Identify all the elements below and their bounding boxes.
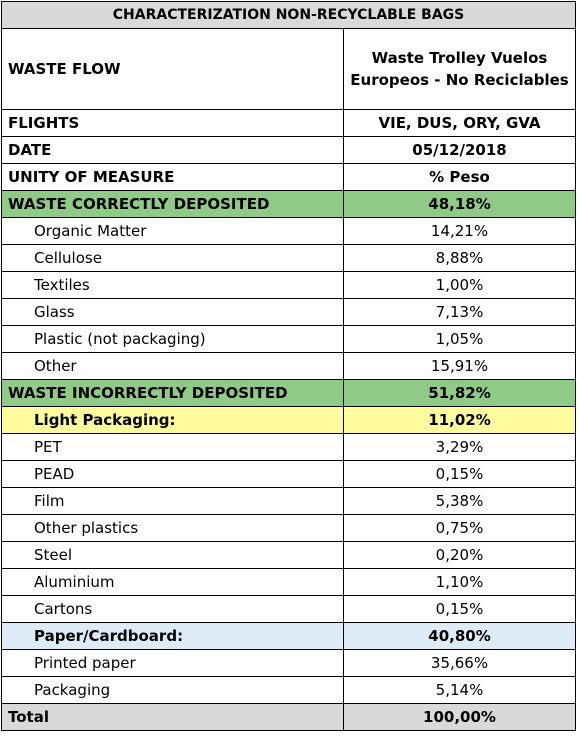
light-packaging-value: 11,02% bbox=[342, 406, 577, 434]
table-row: Printed paper 35,66% bbox=[1, 649, 577, 677]
table-row: Glass 7,13% bbox=[1, 298, 577, 326]
row-value: 35,66% bbox=[342, 649, 577, 677]
row-value: 3,29% bbox=[342, 433, 577, 461]
waste-flow-row: WASTE FLOW Waste Trolley Vuelos Europeos… bbox=[1, 28, 577, 110]
row-label: Cartons bbox=[1, 595, 344, 623]
row-value: 0,75% bbox=[342, 514, 577, 542]
table-row: Aluminium 1,10% bbox=[1, 568, 577, 596]
waste-flow-label: WASTE FLOW bbox=[1, 28, 344, 110]
date-value: 05/12/2018 bbox=[342, 136, 577, 164]
incorrectly-deposited-value: 51,82% bbox=[342, 379, 577, 407]
row-label: Other plastics bbox=[1, 514, 344, 542]
unit-label: UNITY OF MEASURE bbox=[1, 163, 344, 191]
unit-value: % Peso bbox=[342, 163, 577, 191]
waste-flow-value-line2: Europeos - No Reciclables bbox=[350, 71, 569, 89]
unit-row: UNITY OF MEASURE % Peso bbox=[1, 163, 577, 191]
paper-cardboard-value: 40,80% bbox=[342, 622, 577, 650]
incorrectly-deposited-label: WASTE INCORRECTLY DEPOSITED bbox=[1, 379, 344, 407]
row-value: 5,38% bbox=[342, 487, 577, 515]
row-value: 0,20% bbox=[342, 541, 577, 569]
waste-flow-value: Waste Trolley Vuelos Europeos - No Recic… bbox=[342, 28, 577, 110]
table-row: Plastic (not packaging) 1,05% bbox=[1, 325, 577, 353]
row-label: Aluminium bbox=[1, 568, 344, 596]
row-label: Packaging bbox=[1, 676, 344, 704]
row-value: 1,05% bbox=[342, 325, 577, 353]
date-row: DATE 05/12/2018 bbox=[1, 136, 577, 164]
paper-cardboard-row: Paper/Cardboard: 40,80% bbox=[1, 622, 577, 650]
table-row: Cartons 0,15% bbox=[1, 595, 577, 623]
table-title-row: CHARACTERIZATION NON-RECYCLABLE BAGS bbox=[0, 1, 577, 29]
table-title: CHARACTERIZATION NON-RECYCLABLE BAGS bbox=[0, 1, 577, 29]
date-label: DATE bbox=[1, 136, 344, 164]
table-row: PEAD 0,15% bbox=[1, 460, 577, 488]
row-label: Organic Matter bbox=[1, 217, 344, 245]
row-label: Film bbox=[1, 487, 344, 515]
row-label: PET bbox=[1, 433, 344, 461]
flights-value: VIE, DUS, ORY, GVA bbox=[342, 109, 577, 137]
total-value: 100,00% bbox=[342, 703, 577, 731]
row-value: 0,15% bbox=[342, 595, 577, 623]
paper-cardboard-label: Paper/Cardboard: bbox=[1, 622, 344, 650]
waste-flow-value-line1: Waste Trolley Vuelos bbox=[371, 49, 548, 67]
row-label: PEAD bbox=[1, 460, 344, 488]
table-row: Other plastics 0,75% bbox=[1, 514, 577, 542]
table-row: Cellulose 8,88% bbox=[1, 244, 577, 272]
row-label: Printed paper bbox=[1, 649, 344, 677]
row-label: Glass bbox=[1, 298, 344, 326]
correctly-deposited-label: WASTE CORRECTLY DEPOSITED bbox=[1, 190, 344, 218]
row-value: 1,00% bbox=[342, 271, 577, 299]
row-label: Other bbox=[1, 352, 344, 380]
table-row: PET 3,29% bbox=[1, 433, 577, 461]
row-label: Cellulose bbox=[1, 244, 344, 272]
row-label: Plastic (not packaging) bbox=[1, 325, 344, 353]
total-row: Total 100,00% bbox=[1, 703, 577, 731]
correctly-deposited-row: WASTE CORRECTLY DEPOSITED 48,18% bbox=[1, 190, 577, 218]
light-packaging-label: Light Packaging: bbox=[1, 406, 344, 434]
total-label: Total bbox=[1, 703, 344, 731]
table-row: Steel 0,20% bbox=[1, 541, 577, 569]
correctly-deposited-value: 48,18% bbox=[342, 190, 577, 218]
table-row: Packaging 5,14% bbox=[1, 676, 577, 704]
row-value: 15,91% bbox=[342, 352, 577, 380]
light-packaging-row: Light Packaging: 11,02% bbox=[1, 406, 577, 434]
row-value: 7,13% bbox=[342, 298, 577, 326]
flights-label: FLIGHTS bbox=[1, 109, 344, 137]
table-row: Textiles 1,00% bbox=[1, 271, 577, 299]
row-label: Textiles bbox=[1, 271, 344, 299]
row-label: Steel bbox=[1, 541, 344, 569]
table-row: Film 5,38% bbox=[1, 487, 577, 515]
row-value: 5,14% bbox=[342, 676, 577, 704]
row-value: 0,15% bbox=[342, 460, 577, 488]
flights-row: FLIGHTS VIE, DUS, ORY, GVA bbox=[1, 109, 577, 137]
incorrectly-deposited-row: WASTE INCORRECTLY DEPOSITED 51,82% bbox=[1, 379, 577, 407]
row-value: 1,10% bbox=[342, 568, 577, 596]
row-value: 14,21% bbox=[342, 217, 577, 245]
row-value: 8,88% bbox=[342, 244, 577, 272]
table-row: Organic Matter 14,21% bbox=[1, 217, 577, 245]
table-row: Other 15,91% bbox=[1, 352, 577, 380]
